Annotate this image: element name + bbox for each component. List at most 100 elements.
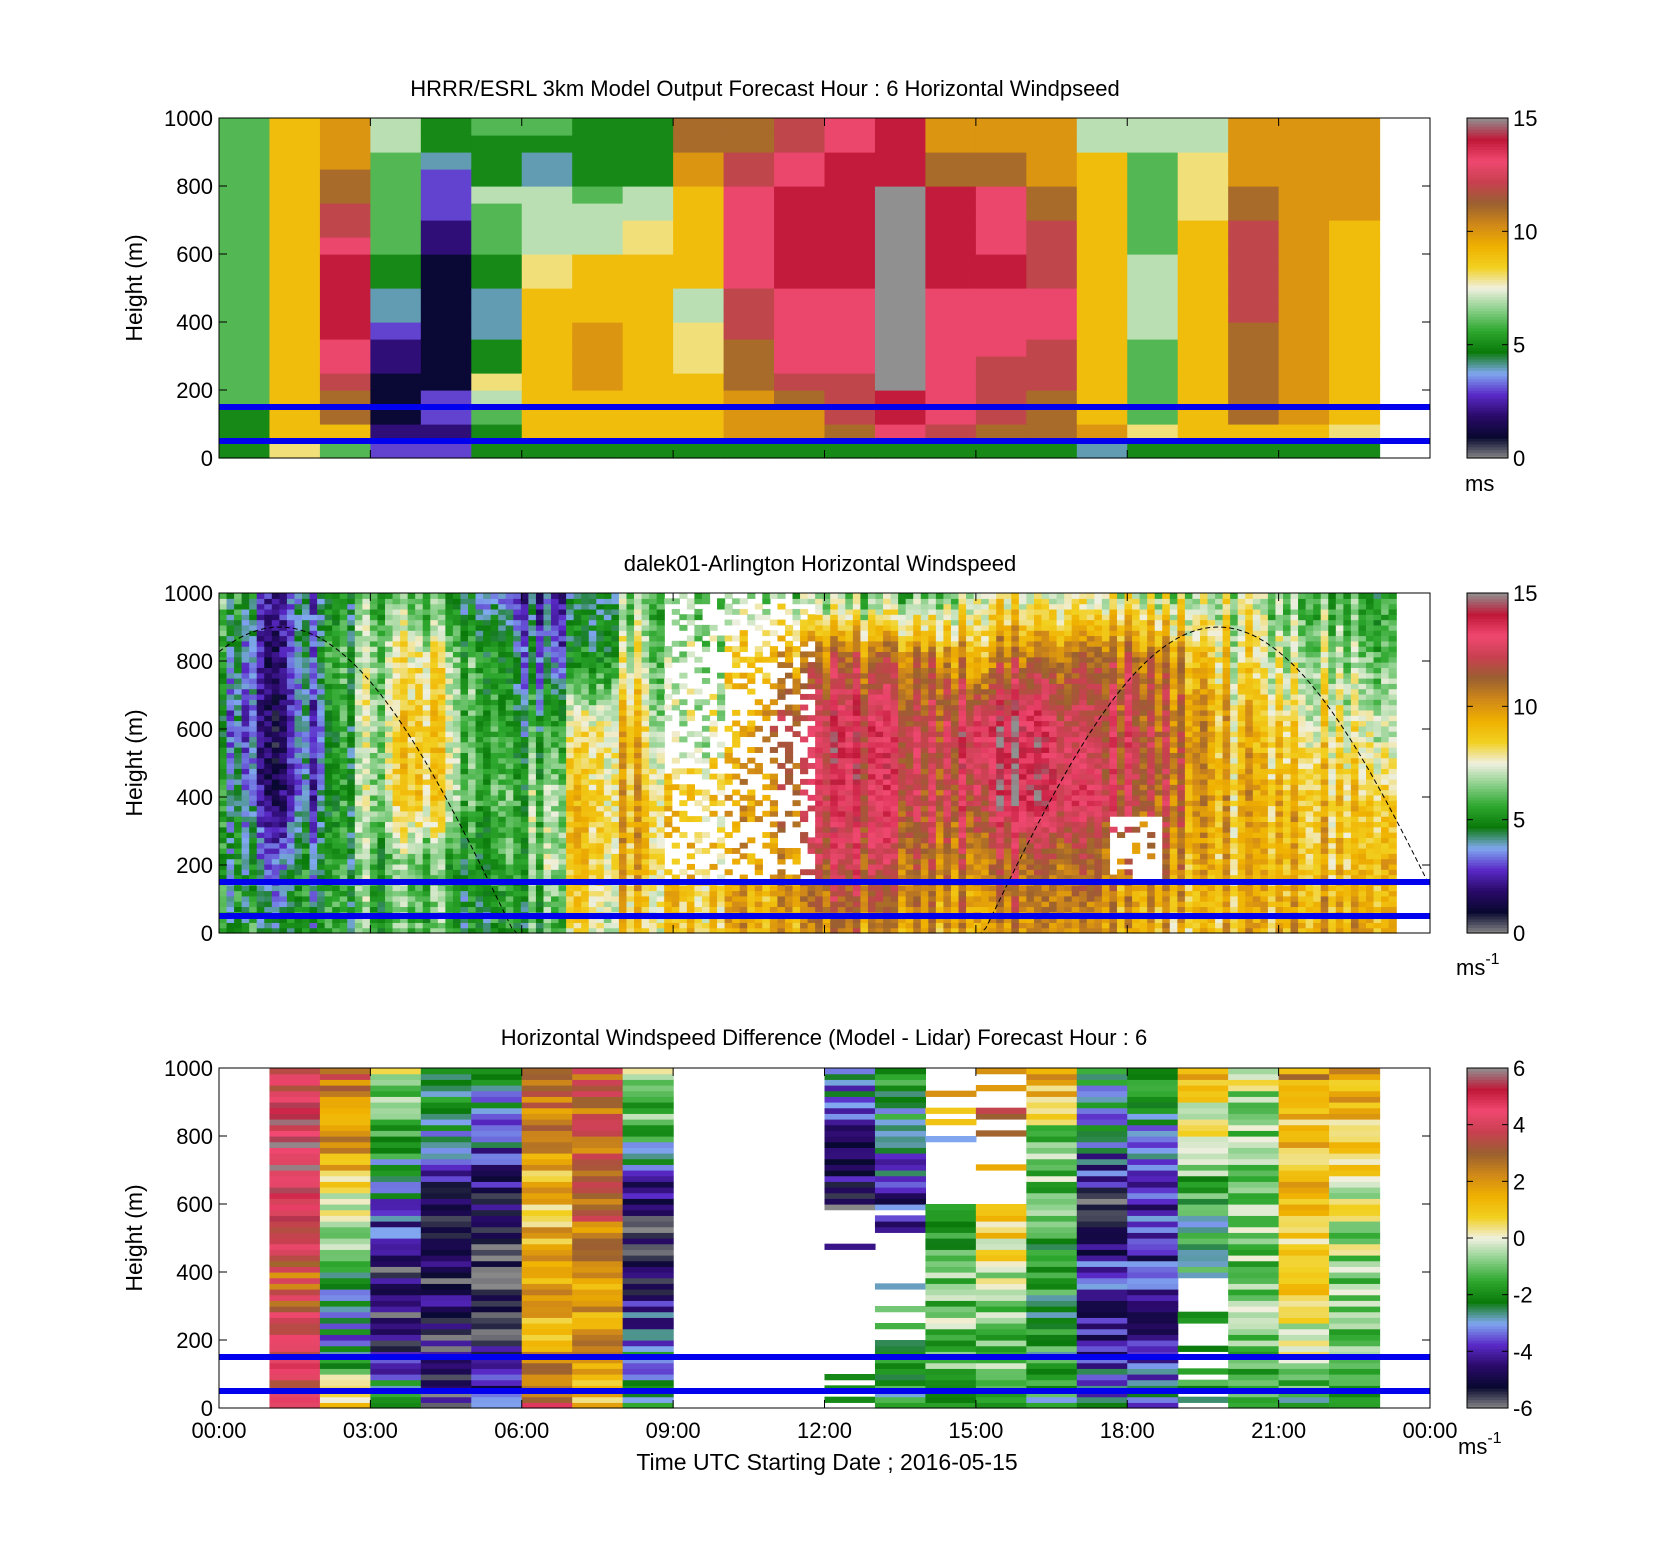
colorbar-swatch: [1467, 262, 1508, 266]
heatmap-cell: [603, 741, 613, 748]
heatmap-cell: [339, 720, 348, 727]
heatmap-cell: [483, 688, 492, 695]
heatmap-cell: [377, 853, 386, 860]
heatmap-cell: [686, 842, 696, 849]
heatmap-cell: [671, 901, 680, 908]
heatmap-cell: [528, 800, 537, 807]
heatmap-cell: [324, 858, 333, 865]
heatmap-cell: [309, 731, 318, 738]
heatmap-cell: [415, 874, 424, 881]
heatmap-cell: [437, 794, 447, 801]
heatmap-cell: [354, 885, 363, 892]
heatmap-cell: [369, 906, 379, 913]
heatmap-cell: [249, 778, 258, 785]
heatmap-cell: [603, 901, 613, 908]
heatmap-cell: [471, 135, 523, 153]
heatmap-cell: [445, 704, 454, 711]
heatmap-cell: [241, 646, 250, 653]
heatmap-cell: [573, 688, 582, 695]
heatmap-cell: [505, 863, 514, 870]
heatmap-cell: [468, 603, 477, 610]
heatmap-cell: [724, 906, 733, 913]
heatmap-cell: [279, 816, 288, 823]
heatmap-cell: [430, 651, 439, 658]
colorbar-swatch: [1467, 197, 1508, 201]
heatmap-cell: [264, 901, 273, 908]
heatmap-cell: [471, 288, 523, 306]
heatmap-cell: [430, 656, 439, 663]
heatmap-cell: [468, 810, 477, 817]
heatmap-cell: [475, 598, 484, 605]
heatmap-cell: [686, 598, 696, 605]
heatmap-cell: [792, 853, 801, 860]
heatmap-cell: [483, 603, 492, 610]
heatmap-cell: [309, 794, 318, 801]
heatmap-cell: [551, 619, 560, 626]
heatmap-cell: [649, 619, 658, 626]
heatmap-cell: [415, 763, 424, 769]
heatmap-cell: [354, 608, 363, 615]
heatmap-cell: [581, 614, 590, 621]
heatmap-cell: [572, 118, 624, 136]
heatmap-cell: [256, 832, 265, 838]
heatmap-cell: [1127, 407, 1179, 425]
heatmap-cell: [317, 874, 326, 881]
heatmap-cell: [483, 778, 492, 785]
heatmap-cell: [769, 773, 779, 780]
heatmap-cell: [573, 848, 582, 854]
heatmap-cell: [686, 752, 696, 759]
heatmap-cell: [641, 885, 650, 892]
heatmap-cell: [294, 731, 303, 738]
heatmap-cell: [354, 672, 363, 679]
heatmap-cell: [385, 667, 394, 674]
heatmap-cell: [392, 736, 401, 743]
heatmap-cell: [505, 858, 514, 865]
heatmap-cell: [618, 757, 628, 764]
heatmap-cell: [430, 720, 439, 727]
heatmap-cell: [528, 646, 537, 653]
heatmap-cell: [400, 784, 409, 791]
heatmap-cell: [769, 906, 779, 913]
heatmap-cell: [626, 699, 635, 706]
heatmap-cell: [294, 598, 303, 605]
heatmap-cell: [377, 805, 386, 812]
heatmap-cell: [611, 895, 620, 902]
heatmap-cell: [513, 720, 522, 727]
heatmap-cell: [543, 869, 552, 876]
heatmap-cell: [626, 752, 635, 759]
heatmap-cell: [468, 720, 477, 727]
heatmap-cell: [739, 895, 748, 902]
heatmap-cell: [588, 741, 597, 748]
heatmap-cell: [626, 635, 635, 642]
heatmap-cell: [717, 800, 726, 807]
heatmap-cell: [302, 704, 311, 711]
heatmap-cell: [784, 890, 794, 897]
heatmap-cell: [513, 773, 522, 780]
heatmap-cell: [694, 906, 703, 913]
heatmap-cell: [566, 895, 575, 902]
heatmap-cell: [649, 895, 658, 902]
heatmap-cell: [354, 720, 363, 727]
heatmap-cell: [603, 848, 613, 854]
heatmap-cell: [566, 651, 575, 658]
heatmap-cell: [656, 656, 665, 663]
heatmap-cell: [271, 688, 280, 695]
heatmap-cell: [302, 810, 311, 817]
heatmap-cell: [777, 619, 786, 626]
heatmap-cell: [603, 800, 613, 807]
heatmap-cell: [302, 773, 311, 780]
heatmap-cell: [498, 826, 507, 833]
heatmap-cell: [294, 901, 303, 908]
heatmap-cell: [528, 922, 537, 929]
heatmap-cell: [264, 826, 273, 833]
heatmap-cell: [603, 683, 613, 690]
heatmap-cell: [362, 678, 371, 684]
heatmap-cell: [551, 901, 560, 908]
heatmap-cell: [483, 848, 492, 854]
heatmap-cell: [332, 731, 341, 738]
heatmap-cell: [234, 757, 243, 764]
heatmap-cell: [566, 699, 575, 706]
heatmap-cell: [513, 853, 522, 860]
heatmap-cell: [471, 322, 523, 340]
heatmap-cell: [664, 832, 673, 838]
